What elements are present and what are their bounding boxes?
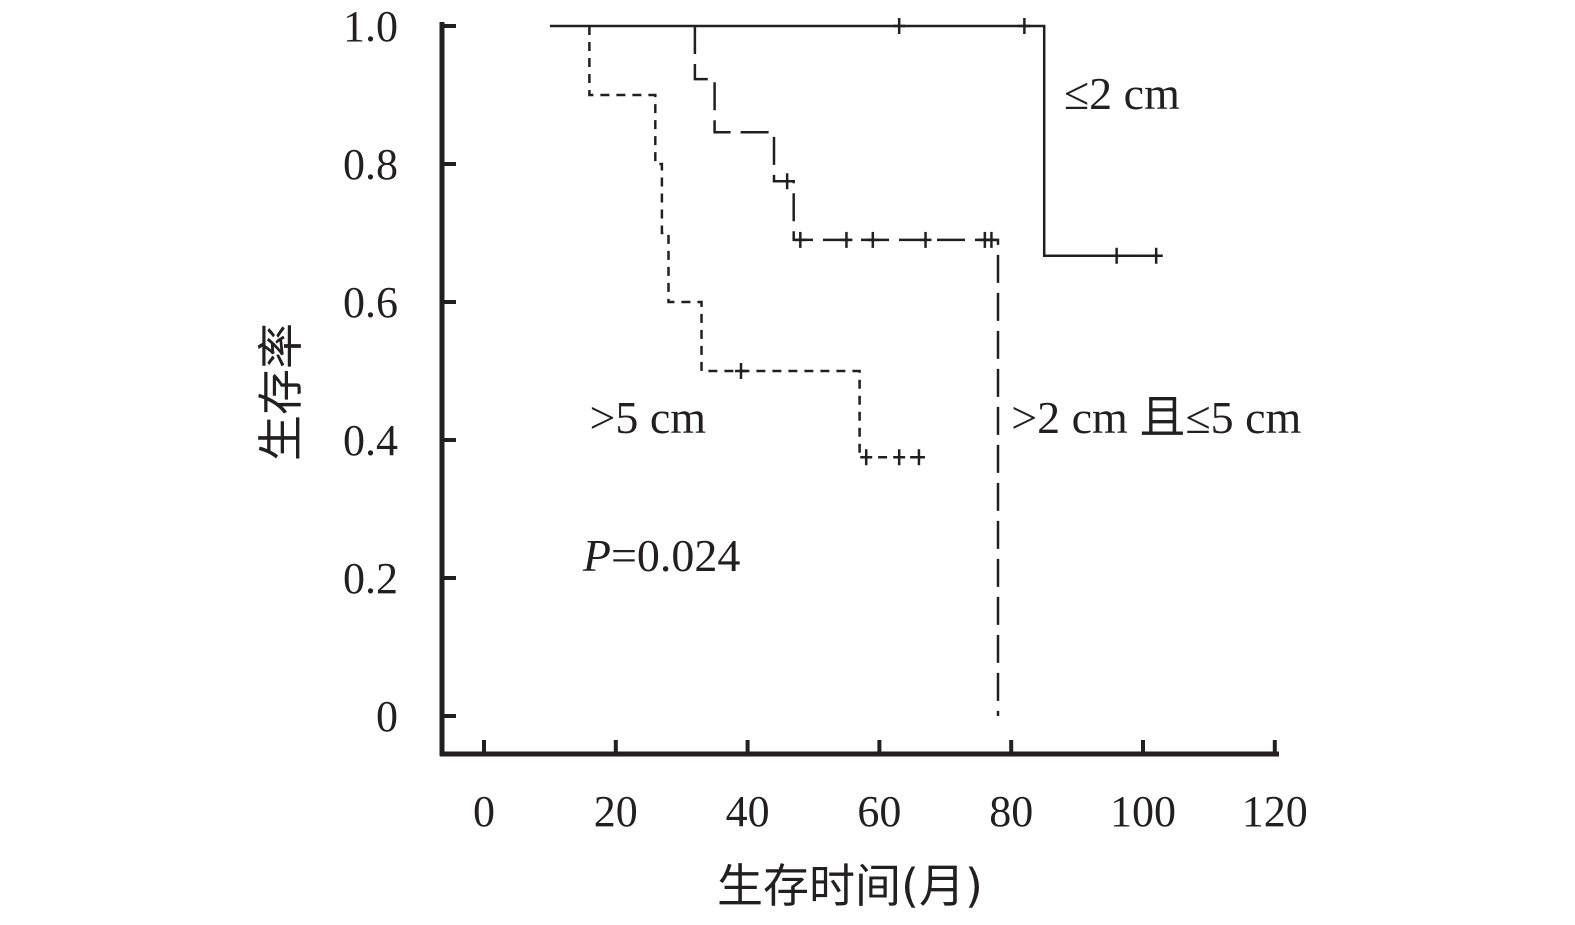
x-tick-label: 60	[857, 787, 901, 836]
x-axis-ticks: 0 20 40 60 80 100 120	[473, 740, 1308, 836]
y-tick-label: 0.4	[343, 416, 398, 465]
curve-annotations: ≤2 cm >2 cm 且≤5 cm >5 cm	[589, 68, 1301, 443]
censor-marks	[735, 18, 1163, 466]
survival-curve-3	[588, 26, 926, 459]
axes	[439, 22, 1279, 757]
x-tick-label: 80	[989, 787, 1033, 836]
y-tick-label: 1.0	[343, 2, 398, 51]
x-tick-label: 40	[726, 787, 770, 836]
x-axis-title: 生存时间(月)	[717, 859, 983, 913]
x-tick-label: 20	[594, 787, 638, 836]
y-tick-label: 0.2	[343, 554, 398, 603]
curve-label: >2 cm 且≤5 cm	[1011, 392, 1301, 443]
x-tick-label: 120	[1242, 787, 1308, 836]
y-tick-label: 0.8	[343, 140, 398, 189]
survival-curves	[549, 24, 1163, 716]
p-value-annotation: P=0.024	[582, 530, 741, 581]
y-tick-label: 0.6	[343, 278, 398, 327]
curve-label: ≤2 cm	[1064, 68, 1180, 119]
p-value-number: =0.024	[611, 530, 740, 581]
survival-curve-1	[549, 24, 1163, 258]
y-tick-label: 0	[376, 692, 398, 741]
curve-label: >5 cm	[589, 392, 706, 443]
x-tick-label: 0	[473, 787, 495, 836]
y-axis-title: 生存率	[254, 323, 308, 461]
y-axis-ticks: 0 0.2 0.4 0.6 0.8 1.0	[343, 2, 456, 741]
survival-curve-2	[693, 26, 1000, 716]
p-value-label: P	[582, 530, 611, 581]
x-tick-label: 100	[1110, 787, 1176, 836]
